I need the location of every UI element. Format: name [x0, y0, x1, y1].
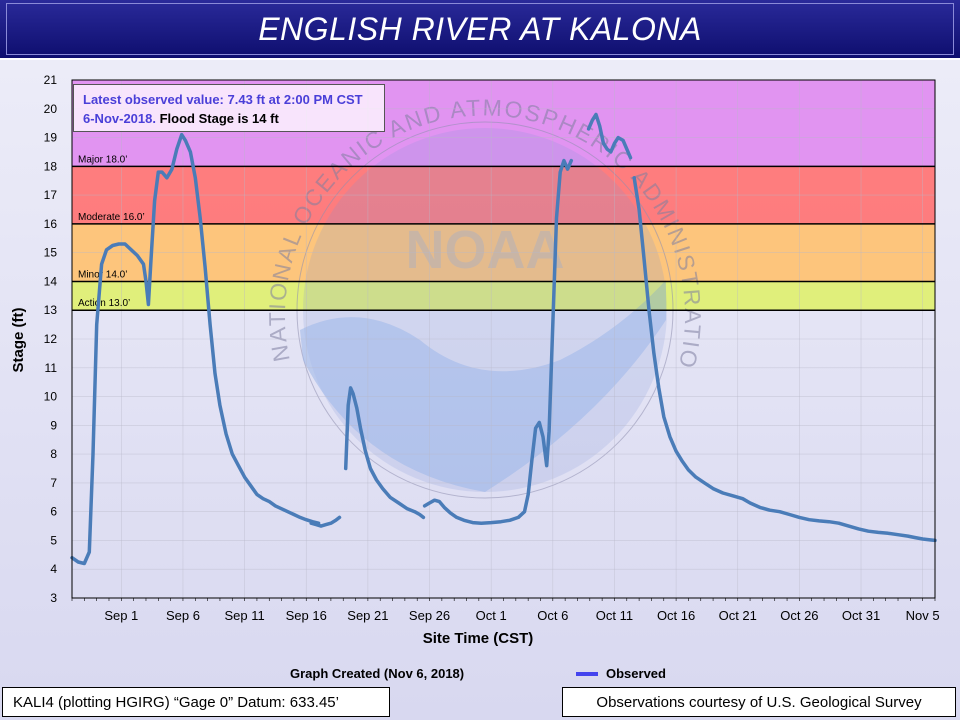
- band-label-moderate: Moderate 16.0’: [78, 212, 145, 223]
- x-axis-ticks: Sep 1 Sep 6 Sep 11 Sep 16 Sep 21 Sep 26 Oct 1 O…: [71, 598, 940, 623]
- observed-series: [70, 112, 937, 566]
- observed-line-segment: [343, 386, 426, 520]
- x-tick-label: Oct 16: [657, 608, 695, 623]
- chart-title: ENGLISH RIVER AT KALONA: [6, 3, 954, 55]
- y-tick-label: 14: [44, 274, 58, 288]
- x-tick-label: Nov 5: [906, 608, 940, 623]
- y-tick-label: 10: [44, 390, 58, 404]
- x-tick-label: Sep 11: [224, 608, 264, 623]
- y-tick-label: 13: [44, 303, 58, 317]
- y-tick-label: 18: [44, 159, 58, 173]
- y-tick-label: 8: [50, 447, 57, 461]
- x-tick-label: Sep 26: [409, 608, 450, 623]
- x-tick-label: Oct 6: [537, 608, 568, 623]
- observed-line-segment: [309, 515, 342, 528]
- y-tick-label: 20: [44, 102, 58, 116]
- noaa-logo-text: NOAA: [406, 220, 565, 280]
- y-tick-label: 5: [50, 533, 57, 547]
- x-tick-label: Oct 21: [719, 608, 757, 623]
- y-tick-label: 19: [44, 131, 58, 145]
- x-tick-label: Sep 21: [347, 608, 388, 623]
- title-bar: ENGLISH RIVER AT KALONA: [0, 0, 960, 60]
- y-tick-label: 6: [50, 505, 57, 519]
- y-tick-label: 16: [44, 217, 58, 231]
- legend-observed-label: Observed: [606, 666, 666, 681]
- observed-line-segment: [586, 112, 633, 160]
- x-tick-label: Oct 11: [596, 608, 633, 623]
- y-tick-label: 21: [44, 73, 58, 87]
- y-tick-label: 4: [50, 562, 57, 576]
- courtesy-box: Observations courtesy of U.S. Geological…: [562, 687, 956, 717]
- y-tick-label: 17: [44, 188, 58, 202]
- datum-info-box: KALI4 (plotting HGIRG) “Gage 0” Datum: 6…: [2, 687, 390, 717]
- latest-observation-box: Latest observed value: 7.43 ft at 2:00 P…: [73, 84, 385, 132]
- observed-line-segment: [70, 132, 321, 566]
- flood-stage-text: Flood Stage is 14 ft: [155, 111, 279, 126]
- y-tick-label: 15: [44, 246, 58, 260]
- x-tick-label: Oct 1: [476, 608, 507, 623]
- y-tick-label: 3: [50, 591, 57, 605]
- y-tick-label: 9: [50, 418, 57, 432]
- x-tick-label: Sep 6: [166, 608, 200, 623]
- y-tick-label: 11: [45, 361, 58, 375]
- band-label-action: Action 13.0’: [78, 298, 130, 309]
- noaa-bird-icon: [300, 280, 666, 492]
- legend: Observed: [576, 666, 666, 681]
- graph-created-label: Graph Created (Nov 6, 2018): [290, 666, 465, 681]
- band-label-major: Major 18.0’: [78, 154, 127, 165]
- x-tick-label: Sep 16: [286, 608, 327, 623]
- y-axis-label: Stage (ft): [10, 308, 27, 373]
- x-tick-label: Sep 1: [104, 608, 138, 623]
- band-action: [72, 281, 935, 311]
- observed-line-segment: [632, 176, 937, 543]
- band-label-minor: Minor 14.0’: [78, 269, 127, 280]
- y-tick-label: 12: [44, 332, 58, 346]
- x-tick-label: Oct 31: [842, 608, 880, 623]
- y-tick-label: 7: [50, 476, 57, 490]
- observed-line-segment: [422, 158, 574, 525]
- y-axis-ticks: 3 4 5 6 7 8 9 10 11 12 13 14 15 16 17 18 19 20 21: [44, 73, 58, 605]
- latest-observed-text: Latest observed value: 7.43 ft at 2:00 P…: [83, 92, 363, 126]
- legend-observed-swatch: [576, 671, 598, 676]
- flood-category-labels: Major 18.0’ Moderate 16.0’ Minor 14.0’ Acti…: [72, 154, 935, 311]
- x-axis-label: Site Time (CST): [423, 630, 534, 647]
- x-tick-label: Oct 26: [780, 608, 818, 623]
